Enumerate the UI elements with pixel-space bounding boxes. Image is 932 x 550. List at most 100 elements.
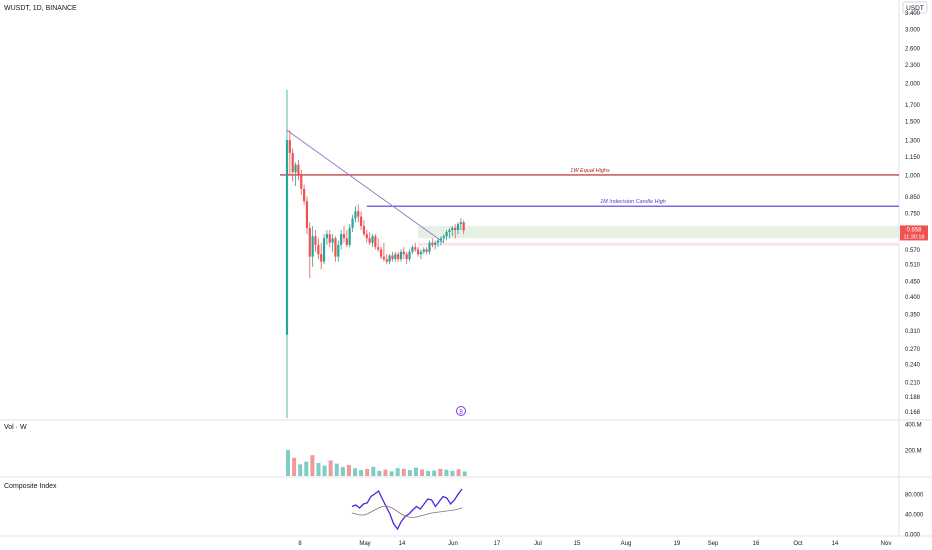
volume-bar[interactable] bbox=[292, 457, 297, 476]
volume-bar[interactable] bbox=[450, 470, 455, 476]
candle-body[interactable] bbox=[365, 234, 368, 239]
volume-bar[interactable] bbox=[334, 463, 339, 476]
volume-bar[interactable] bbox=[407, 470, 412, 476]
candle-body[interactable] bbox=[442, 236, 445, 239]
zone-rect[interactable] bbox=[418, 226, 899, 239]
candle-body[interactable] bbox=[300, 174, 303, 189]
candle-body[interactable] bbox=[334, 238, 337, 257]
candle-body[interactable] bbox=[408, 251, 411, 260]
price-axis[interactable]: 3.400 3.000 2.600 2.300 2.000 1.700 1.500 1.300… bbox=[905, 11, 921, 416]
candle-body[interactable] bbox=[317, 244, 320, 255]
volume-bar[interactable] bbox=[328, 460, 333, 476]
volume-bar[interactable] bbox=[383, 469, 388, 477]
candle-body[interactable] bbox=[308, 228, 311, 257]
candle-body[interactable] bbox=[331, 238, 334, 243]
volume-bar[interactable] bbox=[310, 455, 315, 476]
volume-bar[interactable] bbox=[420, 469, 425, 477]
candle-body[interactable] bbox=[337, 244, 340, 257]
volume-bar[interactable] bbox=[438, 468, 443, 476]
volume-bar[interactable] bbox=[413, 467, 418, 476]
candle-body[interactable] bbox=[431, 242, 434, 245]
candle-body[interactable] bbox=[388, 255, 391, 262]
candle-body[interactable] bbox=[320, 254, 323, 262]
horizontal-levels[interactable]: 1W Equal Highs 1M Indecision Candle High bbox=[280, 168, 899, 207]
candle-body[interactable] bbox=[417, 249, 420, 255]
candle-body[interactable] bbox=[328, 234, 331, 243]
candle-body[interactable] bbox=[405, 254, 408, 260]
candle-body[interactable] bbox=[399, 251, 403, 260]
volume-bar[interactable] bbox=[359, 470, 364, 476]
candle-body[interactable] bbox=[411, 247, 414, 252]
event-marker[interactable]: ₿ bbox=[456, 406, 466, 416]
candle-body[interactable] bbox=[382, 256, 385, 260]
candle-body[interactable] bbox=[297, 164, 300, 175]
event-marker-circle[interactable] bbox=[456, 406, 466, 416]
candles[interactable] bbox=[285, 89, 465, 418]
volume-bar[interactable] bbox=[298, 464, 303, 476]
trendline-line[interactable] bbox=[286, 129, 445, 244]
volume-bar[interactable] bbox=[286, 450, 290, 476]
time-axis[interactable]: 8 May 14 Jun 17 Jul 15 Aug 19 Sep 16 Oct 14 Nov bbox=[298, 541, 891, 547]
candle-body[interactable] bbox=[451, 228, 454, 231]
candle-body[interactable] bbox=[422, 249, 425, 252]
volume-bar[interactable] bbox=[456, 469, 461, 476]
candle-body[interactable] bbox=[294, 164, 297, 173]
volume-bar[interactable] bbox=[426, 471, 431, 476]
candle-body[interactable] bbox=[394, 254, 397, 260]
trendline[interactable] bbox=[286, 129, 445, 244]
candle-body[interactable] bbox=[379, 249, 383, 257]
candle-body[interactable] bbox=[285, 140, 289, 335]
candle-body[interactable] bbox=[357, 211, 360, 217]
currency-button-label[interactable]: USDT bbox=[906, 5, 924, 12]
candle-body[interactable] bbox=[428, 242, 431, 252]
composite-index-ma-line[interactable] bbox=[351, 505, 463, 518]
candle-body[interactable] bbox=[288, 140, 291, 153]
candle-body[interactable] bbox=[439, 238, 442, 241]
candle-body[interactable] bbox=[377, 247, 380, 250]
candle-body[interactable] bbox=[325, 234, 328, 239]
volume-bar[interactable] bbox=[340, 466, 345, 476]
candle-body[interactable] bbox=[291, 152, 294, 173]
candle-body[interactable] bbox=[311, 236, 314, 257]
candle-body[interactable] bbox=[354, 211, 357, 219]
currency-button[interactable]: USDT bbox=[902, 1, 928, 14]
currency-button-box[interactable] bbox=[902, 1, 928, 14]
candle-body[interactable] bbox=[360, 216, 363, 227]
candle-body[interactable] bbox=[345, 238, 348, 245]
candle-body[interactable] bbox=[448, 230, 451, 233]
candle-body[interactable] bbox=[462, 222, 465, 231]
candle-body[interactable] bbox=[362, 226, 366, 235]
candle-body[interactable] bbox=[397, 254, 400, 260]
candle-body[interactable] bbox=[414, 247, 417, 250]
candle-body[interactable] bbox=[374, 236, 377, 248]
volume-bar[interactable] bbox=[401, 468, 406, 476]
volume-bar[interactable] bbox=[389, 471, 394, 476]
candle-body[interactable] bbox=[434, 242, 437, 245]
demand-zone[interactable] bbox=[418, 226, 899, 246]
composite-index[interactable] bbox=[351, 488, 463, 531]
candle-body[interactable] bbox=[368, 238, 371, 243]
volume-bar[interactable] bbox=[304, 461, 309, 476]
volume-bar[interactable] bbox=[371, 466, 376, 476]
volume-bar[interactable] bbox=[365, 468, 370, 476]
volume-bar[interactable] bbox=[395, 468, 400, 476]
candle-body[interactable] bbox=[436, 240, 440, 243]
candle-body[interactable] bbox=[385, 259, 388, 262]
volume-bar[interactable] bbox=[444, 469, 449, 476]
candle-body[interactable] bbox=[322, 238, 326, 262]
candle-body[interactable] bbox=[425, 249, 428, 252]
candle-body[interactable] bbox=[456, 224, 460, 231]
volume-bars[interactable] bbox=[286, 450, 467, 476]
candle-body[interactable] bbox=[445, 232, 448, 237]
volume-bar[interactable] bbox=[316, 463, 321, 476]
volume-bar[interactable] bbox=[432, 470, 437, 476]
volume-bar[interactable] bbox=[377, 470, 382, 476]
candle-body[interactable] bbox=[391, 255, 394, 260]
candle-body[interactable] bbox=[371, 236, 374, 243]
candle-body[interactable] bbox=[314, 236, 317, 245]
composite-index-line[interactable] bbox=[351, 488, 463, 531]
candle-body[interactable] bbox=[351, 218, 354, 229]
candle-body[interactable] bbox=[303, 188, 306, 202]
candle-body[interactable] bbox=[459, 222, 462, 225]
